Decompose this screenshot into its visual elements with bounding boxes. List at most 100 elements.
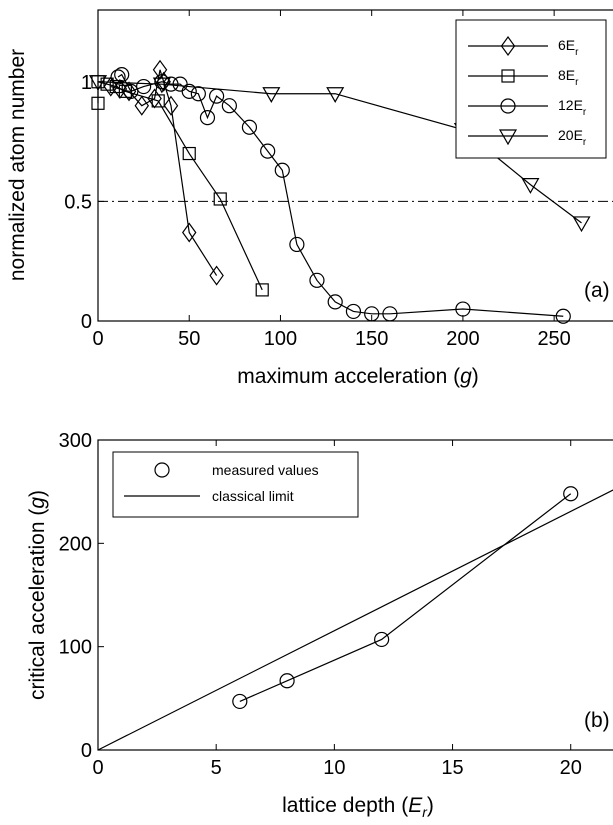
x-tick-label: 50 — [178, 328, 200, 350]
legend-label: 12Er — [558, 97, 587, 118]
data-point — [274, 162, 290, 178]
y-tick-label: 200 — [59, 533, 92, 555]
data-point — [181, 222, 197, 243]
data-point — [151, 94, 165, 108]
legend-item: 8Er — [468, 67, 579, 88]
data-point — [572, 216, 591, 233]
panel-b-marks — [97, 486, 613, 751]
panel-a-plot-frame — [97, 9, 613, 322]
data-point — [136, 78, 152, 95]
x-tick-label: 10 — [323, 757, 345, 779]
legend-label: 8Er — [558, 67, 579, 88]
panel-a-x-axis-label: maximum acceleration (g) — [237, 365, 479, 388]
chart-panel-a: 0 50 100 150 200 250 00.51 (a) maximum accele… — [6, 9, 613, 388]
series-line — [97, 489, 613, 751]
data-point — [163, 95, 179, 116]
legend-item: classical limit — [124, 488, 294, 504]
x-tick-label: 0 — [92, 757, 103, 779]
legend-label: 6Er — [558, 37, 579, 58]
data-point — [555, 308, 571, 324]
data-point — [345, 303, 362, 320]
panel-b-x-ticks: 0 5 10 15 20 — [92, 440, 582, 779]
legend-marker — [500, 35, 516, 57]
panel-b-y-ticks: 0 100 200 300 — [59, 430, 104, 762]
x-tick-label: 20 — [560, 757, 582, 779]
panel-a-legend-items: 6Er 8Er 12Er 20Er — [468, 35, 587, 148]
data-point — [279, 673, 295, 689]
series-line — [97, 80, 263, 291]
data-point — [241, 119, 258, 135]
data-point — [326, 87, 345, 103]
data-point — [134, 95, 150, 116]
panel-a-x-ticks: 0 50 100 150 200 250 — [92, 10, 571, 350]
panel-a-tag: (a) — [584, 279, 610, 302]
data-point — [255, 283, 269, 297]
data-point — [154, 74, 170, 90]
panel-b-y-axis-label: critical acceleration (g) — [26, 490, 49, 700]
y-tick-label: 0 — [81, 740, 92, 762]
data-point — [232, 693, 248, 710]
series-measured-values — [232, 486, 579, 710]
data-point — [209, 265, 224, 286]
data-point — [521, 178, 540, 194]
panel-a-legend-box — [455, 19, 607, 159]
y-tick-label: 0 — [81, 311, 92, 333]
data-point — [213, 192, 227, 206]
series-line — [97, 81, 582, 224]
data-point — [289, 236, 305, 253]
data-point — [182, 146, 196, 161]
data-point — [181, 83, 197, 99]
panel-b-legend-items: measured values classical limit — [124, 462, 319, 504]
legend-item: 12Er — [468, 97, 587, 118]
x-tick-label: 250 — [537, 328, 570, 350]
panel-a-y-axis-label: normalized atom number — [6, 49, 29, 281]
y-tick-label: 1 — [81, 72, 92, 94]
data-point — [327, 294, 343, 310]
legend-marker — [154, 462, 170, 478]
panel-b-legend: measured values classical limit — [112, 451, 359, 518]
data-point — [199, 110, 216, 126]
x-tick-label: 15 — [441, 757, 463, 779]
series-classical-limit — [97, 489, 613, 751]
panel-a-y-ticks: 00.51 — [64, 72, 104, 333]
data-point — [262, 87, 281, 103]
legend-label: 20Er — [558, 127, 587, 148]
data-point — [152, 77, 171, 94]
legend-item: 6Er — [468, 35, 579, 58]
panel-b-tag: (b) — [584, 709, 610, 732]
legend-label: classical limit — [212, 488, 294, 504]
panel-b-x-axis-label: lattice depth (Er) — [282, 794, 434, 820]
x-tick-label: 100 — [264, 328, 297, 350]
data-point — [190, 86, 206, 102]
panel-b-plot-frame — [97, 439, 613, 751]
legend-item: 20Er — [468, 127, 587, 148]
legend-label: measured values — [212, 462, 319, 478]
data-point — [309, 272, 325, 288]
legend-marker — [500, 98, 516, 114]
x-tick-label: 150 — [355, 328, 388, 350]
series-line — [239, 493, 572, 702]
y-tick-label: 0.5 — [64, 191, 92, 213]
data-point — [563, 486, 579, 502]
y-tick-label: 300 — [59, 430, 92, 452]
data-point — [374, 631, 390, 648]
chart-panel-b: 0 5 10 15 20 0 100 200 300 (b) lattice depth (E… — [26, 430, 613, 820]
data-point — [147, 88, 162, 109]
data-point — [110, 69, 126, 85]
data-point — [109, 79, 123, 94]
x-tick-label: 5 — [211, 757, 222, 779]
data-point — [114, 66, 130, 83]
panel-b-legend-box — [112, 451, 359, 518]
legend-marker — [498, 129, 518, 146]
x-tick-label: 0 — [92, 328, 103, 350]
series-8e — [91, 75, 269, 297]
legend-item: measured values — [154, 462, 319, 478]
data-point — [221, 98, 237, 114]
y-tick-label: 100 — [59, 637, 92, 659]
panel-a-legend: 6Er 8Er 12Er 20Er — [455, 19, 607, 159]
legend-marker — [501, 69, 515, 83]
data-point — [260, 143, 276, 159]
x-tick-label: 200 — [446, 328, 479, 350]
panel-a-marks — [88, 59, 591, 324]
